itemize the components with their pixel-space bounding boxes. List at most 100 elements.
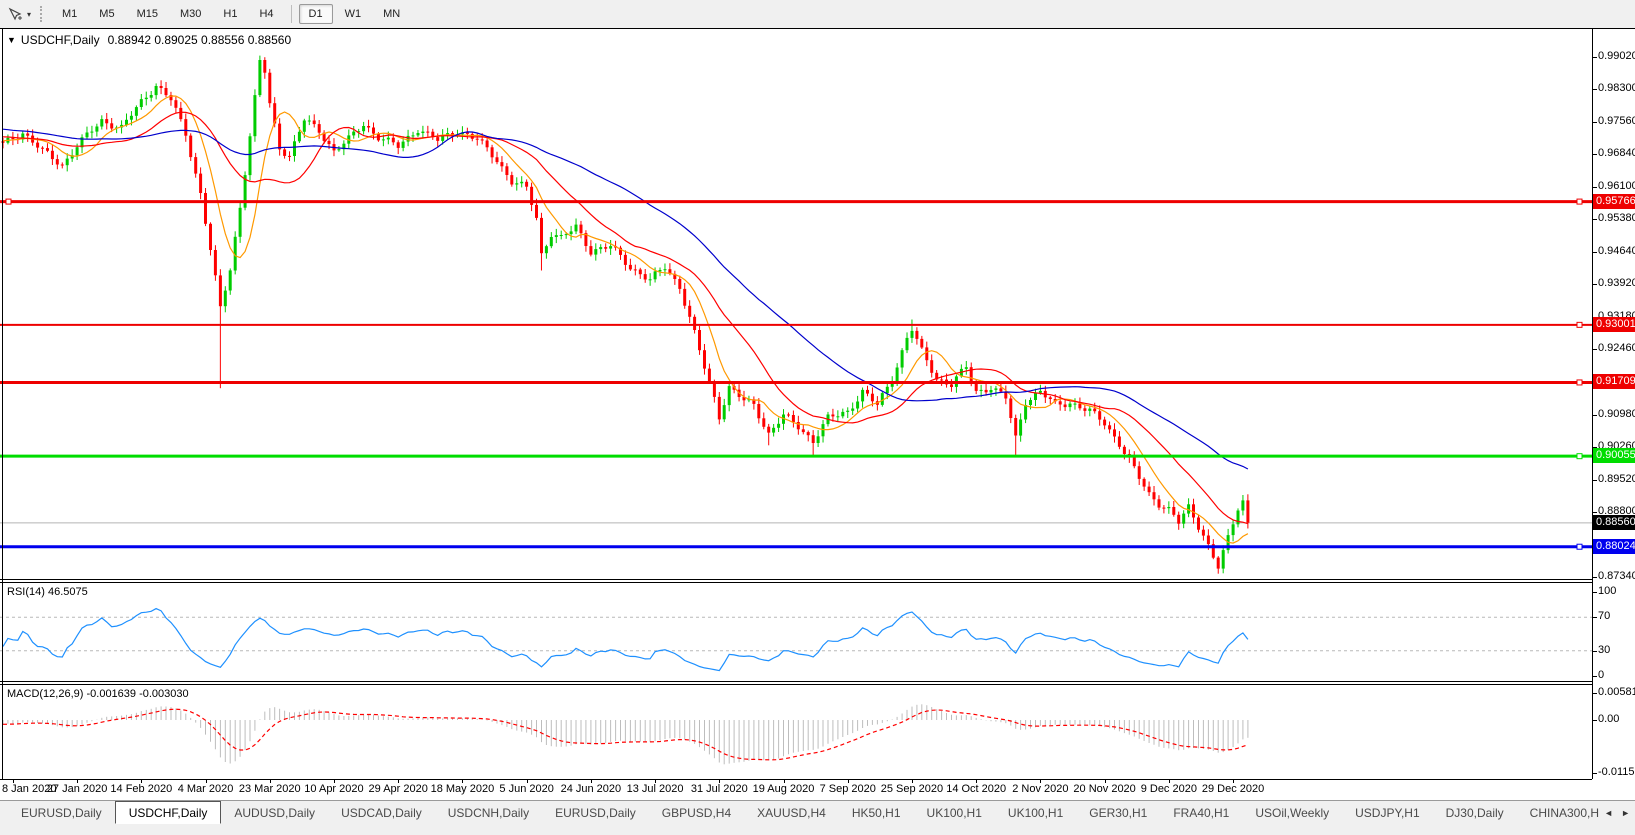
date-axis-tick [141, 779, 143, 783]
collapse-triangle-icon[interactable]: ▼ [7, 35, 16, 45]
timeframe-button-m15[interactable]: M15 [136, 8, 158, 20]
chart-tab-china300-h1[interactable]: CHINA300,H1 [1529, 805, 1606, 820]
macd-signal-line [2, 708, 1249, 761]
main-chart-canvas [0, 55, 1592, 574]
date-axis-label: 10 Apr 2020 [304, 783, 364, 795]
price-axis-label: 0.97560 [1598, 114, 1635, 127]
panel-border [0, 684, 1592, 685]
rsi-axis-tick [1592, 650, 1597, 652]
window-left-border [2, 28, 3, 779]
tab-scroll-left-icon[interactable]: ◄ [1604, 807, 1614, 818]
chart-tab-ger30-h1[interactable]: GER30,H1 [1089, 805, 1148, 820]
date-axis-tick [976, 779, 978, 783]
price-axis-tick [1592, 512, 1597, 514]
candlestick-layer [1, 55, 1250, 574]
current-price-label: 0.88560 [1593, 514, 1635, 530]
line-handle[interactable] [1576, 543, 1583, 550]
chart-tab-hk50-h1[interactable]: HK50,H1 [851, 805, 901, 820]
chart-ohlc-values: 0.88942 0.89025 0.88556 0.88560 [107, 33, 292, 47]
chart-tab-audusd-daily[interactable]: AUDUSD,Daily [234, 805, 316, 820]
line-handle[interactable] [1576, 321, 1583, 328]
line-handle[interactable] [1576, 379, 1583, 386]
price-axis-label: 0.99020 [1598, 49, 1635, 62]
hline-price-label: 0.88024 [1593, 538, 1635, 554]
chart-tab-uk100-h1[interactable]: UK100,H1 [1007, 805, 1064, 820]
timeframe-button-w1[interactable]: W1 [344, 8, 362, 20]
chart-tab-fra40-h1[interactable]: FRA40,H1 [1173, 805, 1230, 820]
chart-tab-usdchf-daily[interactable]: USDCHF,Daily [114, 801, 222, 824]
hline-price-label: 0.93001 [1593, 316, 1635, 332]
date-axis-tick [269, 779, 271, 783]
macd-canvas [2, 704, 1249, 765]
price-axis-label: 0.87340 [1598, 570, 1635, 583]
date-axis-tick [783, 779, 785, 783]
chart-symbol-label: USDCHF,Daily [20, 33, 100, 47]
date-axis-tick [590, 779, 592, 783]
chart-tab-usoil-weekly[interactable]: USOil,Weekly [1255, 805, 1330, 820]
macd-histogram [2, 704, 1249, 765]
date-axis-tick [526, 779, 528, 783]
timeframe-button-m30[interactable]: M30 [179, 8, 202, 20]
chart-tab-xauusd-h4[interactable]: XAUUSD,H4 [757, 805, 826, 820]
date-axis-label: 31 Jul 2020 [690, 783, 748, 795]
price-axis-label: 0.94640 [1598, 244, 1635, 257]
date-axis-tick [77, 779, 79, 783]
rsi-axis-tick [1592, 592, 1597, 593]
date-axis-tick [12, 779, 14, 783]
price-axis-tick [1592, 348, 1597, 350]
timeframe-button-mn[interactable]: MN [383, 8, 401, 20]
price-axis-tick [1592, 153, 1597, 155]
price-axis-label: 0.90980 [1598, 407, 1635, 420]
price-axis-label: 0.88800 [1598, 505, 1635, 518]
rsi-axis-label: 70 [1598, 610, 1611, 623]
ma-mid-line [2, 111, 1249, 525]
date-axis-label: 8 Jan 2020 [2, 783, 57, 795]
line-handle[interactable] [5, 198, 12, 205]
date-axis-label: 7 Sep 2020 [819, 783, 876, 795]
line-handle[interactable] [1576, 198, 1583, 205]
crosshair-icon-glyph [8, 7, 22, 20]
timeframe-button-d1[interactable]: D1 [298, 4, 333, 24]
macd-name: MACD(12,26,9) [7, 688, 84, 700]
price-axis-tick [1592, 186, 1597, 188]
price-axis-label: 0.96100 [1598, 179, 1635, 192]
chart-tab-usdcad-daily[interactable]: USDCAD,Daily [341, 805, 422, 820]
price-axis-tick [1592, 121, 1597, 123]
price-axis-tick [1592, 56, 1597, 58]
tab-scroll-right-icon[interactable]: ► [1621, 807, 1630, 818]
panel-border [0, 582, 1592, 583]
rsi-canvas [0, 607, 1592, 672]
date-axis-tick [205, 779, 207, 783]
timeframe-button-h1[interactable]: H1 [223, 8, 238, 20]
date-axis-label: 24 Jun 2020 [560, 783, 622, 795]
price-axis-label: 0.96840 [1598, 146, 1635, 159]
line-handle[interactable] [1576, 453, 1583, 460]
chart-tab-usdjpy-h1[interactable]: USDJPY,H1 [1355, 805, 1420, 820]
panel-border [0, 579, 1592, 580]
price-axis-tick [1592, 447, 1597, 449]
dropdown-caret-icon[interactable]: ▾ [27, 9, 32, 19]
timeframe-button-m1[interactable]: M1 [62, 8, 78, 20]
price-axis-label: 0.95380 [1598, 211, 1635, 224]
ma-slow-line [2, 128, 1249, 470]
crosshair-cursor-icon[interactable] [5, 5, 25, 23]
chart-tab-eurusd-daily[interactable]: EURUSD,Daily [21, 805, 102, 820]
chart-tab-gbpusd-h4[interactable]: GBPUSD,H4 [661, 805, 732, 820]
chart-tab-uk100-h1[interactable]: UK100,H1 [926, 805, 982, 820]
date-axis-label: 27 Jan 2020 [46, 783, 108, 795]
chart-tab-dj30-daily[interactable]: DJ30,Daily [1445, 805, 1504, 820]
price-axis-tick [1592, 577, 1597, 579]
chart-tab-eurusd-daily[interactable]: EURUSD,Daily [555, 805, 636, 820]
timeframe-button-h4[interactable]: H4 [259, 8, 274, 20]
date-axis-tick [1168, 779, 1170, 783]
price-axis-label: 0.92460 [1598, 341, 1635, 354]
macd-values: -0.001639 -0.003030 [86, 688, 189, 700]
date-axis-label: 5 Jun 2020 [499, 783, 554, 795]
timeframe-button-m5[interactable]: M5 [99, 8, 115, 20]
status-strip [0, 824, 1635, 835]
toolbar-grip[interactable] [40, 6, 44, 22]
date-axis-tick [719, 779, 721, 783]
chart-tab-usdcnh-daily[interactable]: USDCNH,Daily [447, 805, 530, 820]
rsi-name: RSI(14) [7, 586, 45, 598]
rsi-axis-tick [1592, 617, 1597, 619]
